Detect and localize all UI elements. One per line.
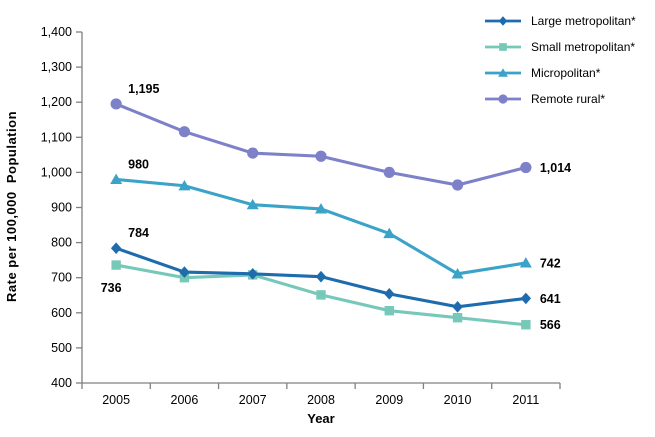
legend-item-micropolitan: Micropolitan* (484, 60, 636, 86)
square-marker-icon (316, 290, 326, 300)
legend: Large metropolitan* Small metropolitan* … (484, 8, 636, 112)
y-tick-label: 500 (51, 341, 72, 355)
triangle-marker-icon (451, 268, 464, 279)
legend-marker-diamond-icon (485, 16, 521, 26)
diamond-marker-icon (384, 288, 395, 300)
x-tick-label: 2011 (512, 393, 539, 407)
y-axis-title: Rate per 100,000 Population (4, 111, 19, 303)
diamond-marker-icon (452, 301, 463, 313)
y-tick-label: 600 (51, 306, 72, 320)
legend-triangle-icon (498, 68, 508, 77)
series-line (115, 102, 527, 187)
triangle-marker-icon (110, 173, 123, 185)
legend-label: Small metropolitan* (531, 40, 636, 54)
series-line (116, 177, 527, 276)
y-tick-label: 400 (51, 376, 72, 390)
y-tick-label: 900 (51, 201, 72, 215)
legend-label: Large metropolitan* (531, 14, 636, 28)
y-tick-label: 700 (51, 271, 72, 285)
point-label: 980 (128, 157, 149, 171)
y-tick-label: 1,100 (41, 130, 72, 144)
square-marker-icon (521, 320, 531, 330)
legend-marker-triangle-icon (485, 68, 521, 77)
triangle-marker-icon (383, 227, 396, 239)
legend-circle-icon (498, 94, 508, 104)
circle-marker-icon (451, 179, 464, 191)
y-tick-label: 1,300 (41, 60, 72, 74)
point-label: 641 (540, 292, 561, 306)
x-tick-label: 2007 (239, 393, 267, 407)
triangle-marker-icon (178, 179, 191, 191)
diamond-marker-icon (520, 292, 532, 305)
y-tick-label: 1,400 (41, 25, 72, 39)
x-tick-label: 2006 (171, 393, 199, 407)
series-2 (110, 173, 532, 279)
square-marker-icon (452, 313, 463, 323)
point-label: 566 (540, 318, 561, 332)
triangle-marker-icon (315, 203, 327, 214)
legend-item-large-metropolitan: Large metropolitan* (484, 8, 636, 34)
x-tick-label: 2008 (307, 393, 335, 407)
x-axis-title: Year (307, 411, 335, 426)
x-tick-label: 2009 (375, 393, 403, 407)
diamond-marker-icon (179, 266, 190, 278)
y-tick-label: 800 (51, 236, 72, 250)
circle-marker-icon (520, 161, 532, 174)
legend-label: Micropolitan* (531, 66, 601, 80)
diamond-marker-icon (315, 270, 327, 283)
circle-marker-icon (315, 150, 327, 162)
point-label: 736 (101, 281, 122, 295)
legend-marker-circle-icon (485, 94, 521, 104)
legend-diamond-icon (498, 16, 508, 26)
point-label: 784 (128, 226, 149, 240)
diamond-marker-icon (110, 242, 122, 255)
circle-marker-icon (247, 147, 259, 159)
x-tick-label: 2005 (102, 393, 130, 407)
circle-marker-icon (383, 166, 395, 178)
circle-marker-icon (110, 98, 122, 110)
triangle-marker-icon (246, 198, 259, 210)
point-label: 742 (540, 256, 561, 270)
x-tick-label: 2010 (444, 393, 472, 407)
y-tick-label: 1,200 (41, 95, 72, 109)
point-label: 1,195 (128, 82, 159, 96)
series-3 (110, 98, 532, 191)
point-label: 1,014 (540, 161, 571, 175)
legend-item-small-metropolitan: Small metropolitan* (484, 34, 636, 60)
series-0 (110, 242, 532, 313)
legend-square-icon (499, 43, 507, 51)
circle-marker-icon (178, 126, 191, 138)
diamond-marker-icon (247, 268, 258, 280)
legend-marker-square-icon (485, 43, 521, 51)
legend-item-remote-rural: Remote rural* (484, 86, 636, 112)
legend-label: Remote rural* (531, 92, 606, 106)
square-marker-icon (384, 305, 394, 316)
y-tick-label: 1,000 (41, 165, 72, 179)
triangle-marker-icon (519, 257, 532, 268)
square-marker-icon (111, 260, 121, 270)
